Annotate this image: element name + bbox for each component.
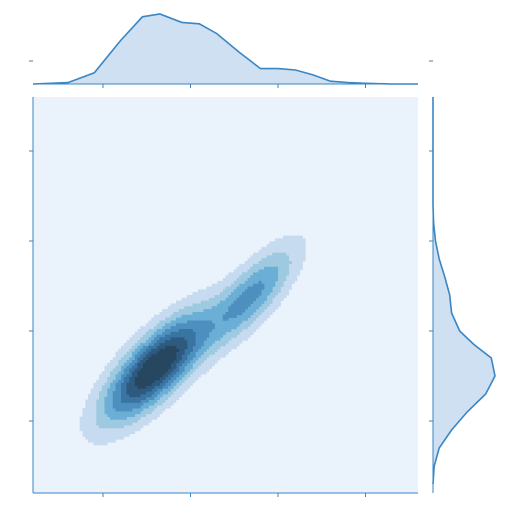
y-marginal-density (429, 60, 496, 493)
joint-density-contours (79, 235, 306, 446)
x-marginal-line (32, 13, 418, 85)
y-marginal-fill (433, 97, 495, 484)
density-level-7 (134, 345, 180, 389)
x-marginal-density (32, 13, 418, 88)
joint-axes (29, 60, 418, 497)
